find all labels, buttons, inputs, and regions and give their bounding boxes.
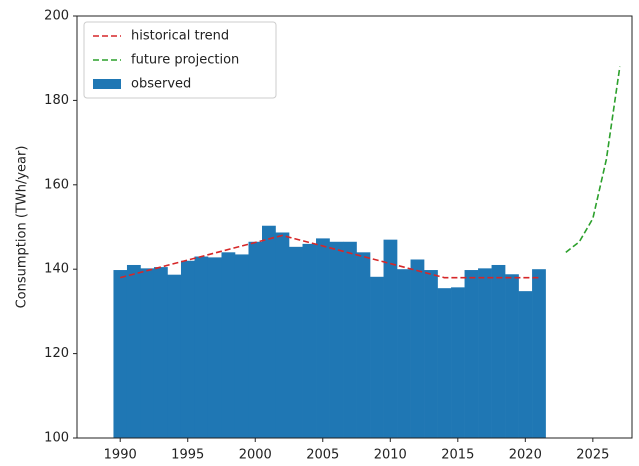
x-tick-label: 2005 — [306, 448, 339, 463]
bar — [234, 254, 249, 438]
bar — [275, 232, 290, 438]
y-tick-label: 200 — [44, 9, 69, 24]
legend-label: observed — [131, 77, 191, 92]
bar — [464, 270, 479, 438]
bar — [248, 241, 263, 438]
bar — [302, 243, 317, 438]
bar — [329, 241, 344, 438]
bar — [532, 269, 546, 438]
x-tick-label: 1990 — [104, 448, 137, 463]
legend-box — [83, 21, 277, 99]
bar — [153, 267, 168, 438]
bar — [383, 239, 398, 438]
y-tick-label: 120 — [44, 346, 69, 361]
bar — [505, 274, 519, 438]
bar — [207, 257, 222, 438]
bar — [343, 241, 357, 438]
bar — [478, 268, 492, 438]
x-tick-label: 2020 — [509, 448, 542, 463]
bar — [113, 270, 128, 438]
bar — [518, 291, 533, 438]
x-tick-label: 2000 — [239, 448, 272, 463]
bar — [180, 260, 195, 438]
bar — [316, 238, 330, 438]
bar — [194, 256, 209, 438]
plot-frame — [76, 15, 633, 439]
bar — [491, 264, 506, 438]
bar — [370, 276, 384, 438]
legend-label: historical trend — [131, 29, 229, 44]
bar — [451, 287, 465, 438]
x-tick-label: 1995 — [171, 448, 204, 463]
bar — [410, 259, 425, 438]
y-tick-label: 140 — [44, 262, 69, 277]
x-tick-label: 2025 — [576, 448, 609, 463]
bar — [289, 246, 303, 438]
line — [120, 234, 539, 279]
y-tick-label: 160 — [44, 177, 69, 192]
legend-swatch — [93, 79, 121, 89]
line — [565, 66, 621, 253]
legend-label: future projection — [131, 53, 239, 68]
bar — [397, 269, 411, 438]
bar — [167, 274, 182, 438]
bar — [126, 264, 141, 438]
x-tick-label: 2015 — [441, 448, 474, 463]
x-tick-label: 2010 — [374, 448, 407, 463]
bar — [356, 252, 371, 438]
y-axis-label: Consumption (TWh/year) — [15, 146, 30, 309]
bar — [262, 225, 276, 438]
bar — [437, 288, 452, 438]
y-tick-label: 100 — [44, 431, 69, 446]
bar — [221, 252, 236, 438]
bar — [424, 270, 438, 438]
y-tick-label: 180 — [44, 93, 69, 108]
bar — [140, 268, 155, 438]
